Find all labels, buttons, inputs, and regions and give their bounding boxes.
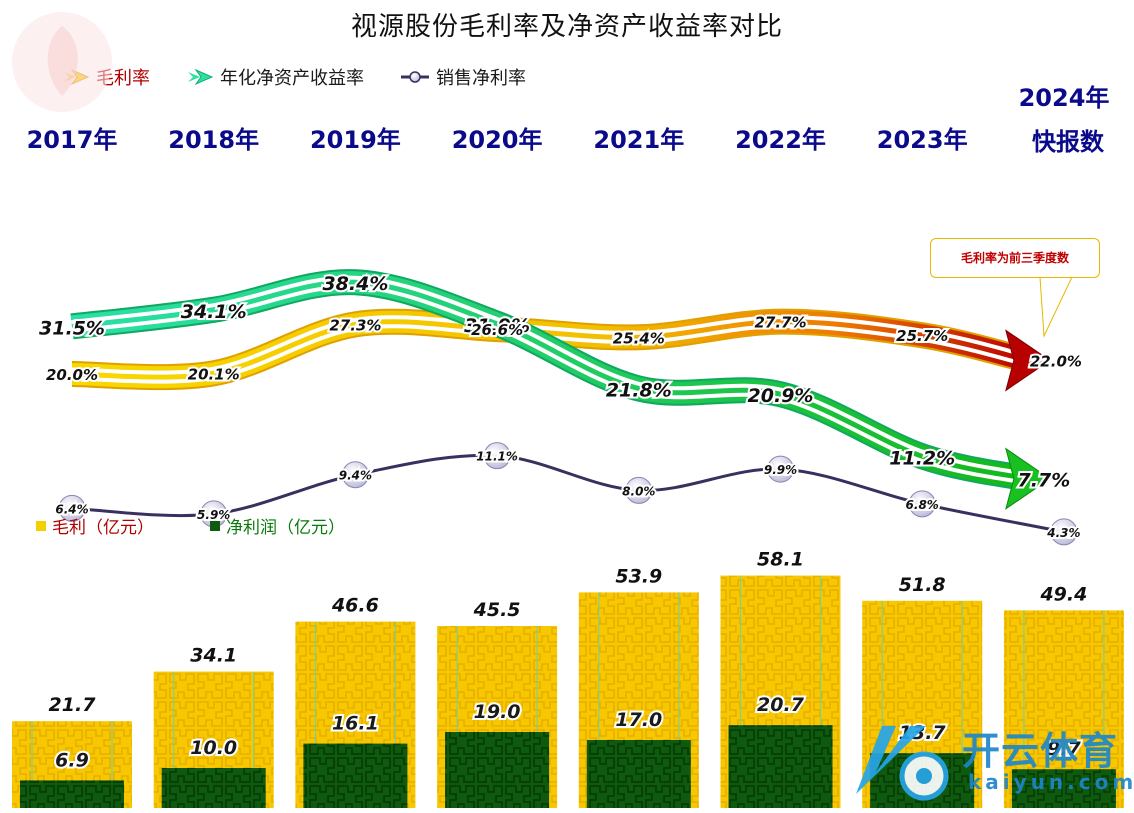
label-net-margin: 4.3% [1046, 526, 1080, 540]
bar-label-gross-profit: 46.6 [331, 595, 379, 617]
marker-net-margin [1050, 518, 1078, 546]
label-gross-margin: 20.0% [46, 366, 98, 384]
legend-net-profit-label: 净利润（亿元） [226, 518, 345, 538]
bar-net-profit [728, 725, 833, 808]
bar-label-net-profit: 16.1 [332, 713, 379, 735]
marker-net-margin [767, 455, 794, 483]
bar-net-profit [161, 768, 266, 808]
watermark-text: 开云体育 [962, 729, 1119, 773]
label-roe: 31.9% [464, 315, 530, 337]
bar-label-net-profit: 9.7 [1047, 738, 1081, 760]
label-net-margin: 9.4% [339, 469, 372, 483]
bar-net-profit [303, 743, 408, 808]
label-net-margin: 9.9% [764, 463, 797, 477]
bar-net-profit [445, 732, 550, 808]
legend-gross-profit-label: 毛利（亿元） [52, 518, 154, 538]
year-label: 2023年 [876, 126, 968, 154]
watermark: 开云体育 kaiyun.com [846, 712, 1133, 808]
label-roe: 38.4% [322, 273, 388, 295]
label-gross-margin: 27.7% [754, 314, 806, 332]
marker-net-margin [625, 476, 653, 504]
year-label: 2021年 [593, 126, 685, 154]
label-roe: 34.1% [181, 301, 247, 323]
marker-net-margin [58, 494, 86, 522]
label-net-margin: 5.9% [197, 508, 230, 522]
watermark-logo-icon [856, 726, 949, 801]
bar-label-gross-profit: 51.8 [899, 574, 946, 596]
bar-net-profit [1011, 769, 1116, 808]
label-roe: 21.8% [606, 379, 672, 401]
label-gross-margin: 25.4% [613, 329, 665, 347]
bar-label-gross-profit: 58.1 [757, 549, 804, 571]
bar-label-net-profit: 6.9 [55, 749, 89, 771]
label-roe: 20.9% [748, 385, 814, 407]
label-net-margin: 8.0% [622, 484, 655, 498]
arrow-icon [188, 68, 214, 86]
year-label: 2018年 [168, 126, 260, 154]
square-icon [210, 520, 220, 531]
legend-roe: 年化净资产收益率 [186, 64, 364, 90]
label-gross-margin: 26.6% [471, 321, 523, 339]
bar-net-profit [586, 740, 691, 808]
chart-title: 视源股份毛利率及净资产收益率对比 [350, 12, 783, 42]
legend-net-profit: 净利润（亿元） [210, 513, 345, 538]
label-gross-margin: 20.1% [188, 365, 240, 383]
line-roe-core [71, 279, 1029, 482]
bar-label-net-profit: 10.0 [190, 737, 237, 759]
label-gross-margin: 25.7% [896, 327, 948, 345]
bar-label-gross-profit: 34.1 [190, 645, 237, 667]
marker-net-margin [908, 490, 936, 518]
faint-logo [12, 12, 112, 112]
line-net-margin [71, 453, 1065, 534]
arrowhead-roe [1005, 447, 1051, 510]
square-icon [36, 520, 46, 531]
label-roe: 31.5% [39, 317, 105, 339]
label-net-margin: 11.1% [476, 450, 518, 464]
bar-net-profit [20, 780, 124, 808]
label-roe: 11.2% [889, 447, 955, 469]
bar-label-gross-profit: 45.5 [473, 599, 521, 621]
callout-pointer [1039, 276, 1073, 338]
bar-label-net-profit: 17.0 [615, 709, 662, 731]
legend-gross-profit: 毛利（亿元） [36, 513, 154, 538]
line-marker-icon [401, 71, 429, 83]
label-gross-margin: 22.0% [1030, 352, 1082, 370]
year-label: 2017年 [26, 126, 118, 154]
bar-label-gross-profit: 53.9 [615, 565, 662, 587]
bar-label-gross-profit: 21.7 [49, 694, 97, 716]
year-label: 2022年 [735, 126, 826, 154]
callout-note: 毛利率为前三季度数 [930, 238, 1100, 278]
legend-net-margin: 销售净利率 [400, 64, 526, 90]
arrowhead-gross-margin [1005, 329, 1051, 392]
bar-label-gross-profit: 49.4 [1039, 583, 1087, 605]
bar-label-net-profit: 20.7 [757, 694, 805, 716]
bar-label-net-profit: 19.0 [474, 701, 521, 723]
label-net-margin: 6.8% [906, 498, 939, 512]
watermark-subtext: kaiyun.com [968, 770, 1134, 794]
label-gross-margin: 27.3% [329, 316, 381, 334]
label-net-margin: 6.4% [55, 502, 88, 516]
legend-roe-label: 年化净资产收益率 [220, 68, 364, 89]
marker-net-margin [341, 461, 369, 489]
year-label-2024-note: 快报数 [1032, 128, 1104, 156]
year-label: 2019年 [309, 126, 401, 154]
label-roe: 7.7% [1018, 470, 1071, 492]
line-gross-margin-core [71, 319, 1029, 380]
legend-net-margin-label: 销售净利率 [436, 68, 526, 89]
year-label: 2020年 [451, 126, 543, 154]
marker-net-margin [483, 442, 511, 470]
year-label-2024: 2024年 [1018, 84, 1110, 112]
